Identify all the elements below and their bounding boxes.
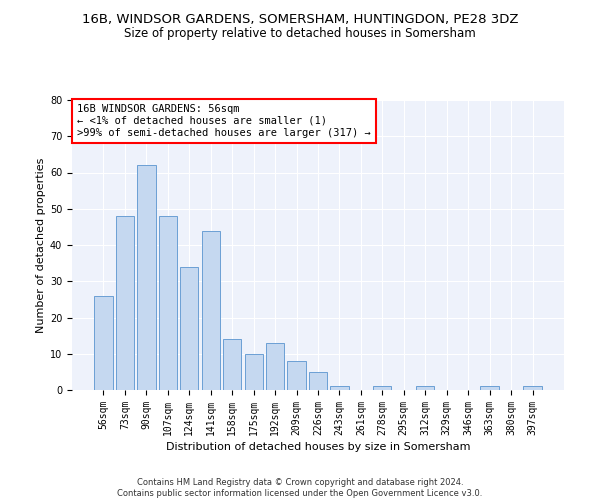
Y-axis label: Number of detached properties: Number of detached properties (36, 158, 46, 332)
X-axis label: Distribution of detached houses by size in Somersham: Distribution of detached houses by size … (166, 442, 470, 452)
Bar (245, 354, 263, 390)
Bar (159, 216, 177, 390)
Bar (137, 165, 155, 390)
Text: 16B WINDSOR GARDENS: 56sqm
← <1% of detached houses are smaller (1)
>99% of semi: 16B WINDSOR GARDENS: 56sqm ← <1% of deta… (77, 104, 371, 138)
Bar (202, 230, 220, 390)
Bar (523, 386, 542, 390)
Bar (94, 296, 113, 390)
Bar (180, 267, 199, 390)
Bar (266, 343, 284, 390)
Bar (223, 339, 241, 390)
Bar (309, 372, 327, 390)
Bar (116, 216, 134, 390)
Bar (481, 386, 499, 390)
Bar (416, 386, 434, 390)
Bar (287, 361, 305, 390)
Text: Contains HM Land Registry data © Crown copyright and database right 2024.
Contai: Contains HM Land Registry data © Crown c… (118, 478, 482, 498)
Text: Size of property relative to detached houses in Somersham: Size of property relative to detached ho… (124, 28, 476, 40)
Bar (331, 386, 349, 390)
Text: 16B, WINDSOR GARDENS, SOMERSHAM, HUNTINGDON, PE28 3DZ: 16B, WINDSOR GARDENS, SOMERSHAM, HUNTING… (82, 12, 518, 26)
Bar (373, 386, 391, 390)
